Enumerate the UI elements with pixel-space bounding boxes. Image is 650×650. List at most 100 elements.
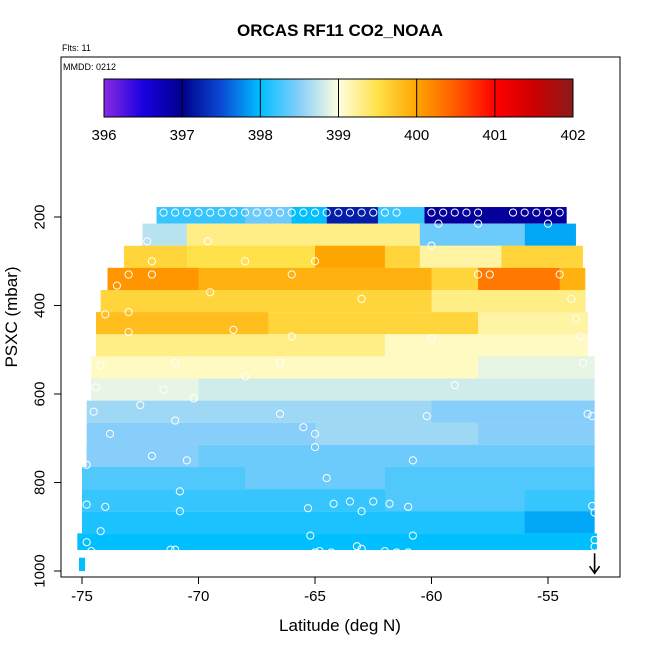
- sample-point: [171, 416, 180, 425]
- heatmap-layer: [86, 444, 595, 468]
- y-tick-label: 600: [32, 381, 49, 406]
- sample-point: [136, 400, 145, 410]
- sample-point: [101, 502, 110, 511]
- heatmap-cell: [419, 245, 502, 268]
- sample-point: [434, 219, 443, 228]
- sample-point: [101, 310, 110, 319]
- y-tick-label: 1000: [32, 554, 49, 587]
- heatmap-cell: [431, 290, 586, 313]
- sample-point: [532, 208, 541, 217]
- sample-point: [315, 546, 324, 556]
- heatmap-cell: [107, 267, 199, 291]
- sample-point: [82, 500, 91, 509]
- colorbar-tick-label: 396: [91, 127, 116, 144]
- sample-point: [229, 208, 238, 217]
- sample-point: [369, 497, 378, 506]
- sample-point: [96, 527, 105, 536]
- sample-point: [583, 409, 592, 419]
- sample-point: [404, 502, 413, 511]
- colorbar-tick-label: 399: [326, 127, 351, 144]
- heatmap-cell: [142, 223, 187, 246]
- sample-point: [474, 219, 483, 228]
- sample-point: [578, 358, 588, 368]
- colorbar-tick-label: 401: [482, 127, 507, 144]
- sample-point: [450, 381, 459, 390]
- sample-point: [380, 546, 389, 556]
- sample-point: [182, 456, 191, 465]
- heatmap-layer: [82, 511, 595, 534]
- sample-point: [275, 409, 285, 419]
- sample-point: [322, 208, 331, 217]
- surface-marker: [79, 557, 85, 571]
- sample-point: [322, 473, 331, 483]
- sample-point: [352, 542, 362, 551]
- heatmap-cell: [478, 267, 560, 291]
- heatmap-cell: [91, 378, 199, 401]
- sample-point: [299, 423, 308, 432]
- sample-point: [310, 208, 320, 217]
- sample-point: [96, 361, 105, 370]
- colorbar-ticks: 396 397 398 399 400 401 402: [91, 79, 586, 144]
- heatmap-cell: [291, 207, 327, 224]
- sample-point: [392, 548, 401, 557]
- heatmap-layer: [91, 356, 595, 379]
- sample-point: [171, 358, 180, 368]
- y-axis-label: PSXC (mbar): [2, 266, 21, 367]
- sample-point: [357, 544, 366, 553]
- heatmap-cell: [86, 444, 199, 468]
- colorbar-tick-label: 402: [560, 127, 585, 144]
- sample-point: [124, 270, 133, 279]
- heatmap-cell: [245, 467, 385, 490]
- sample-point: [555, 208, 564, 217]
- sample-point: [124, 308, 133, 317]
- heatmap-cell: [524, 223, 576, 246]
- sample-point: [310, 257, 320, 266]
- sample-point: [357, 208, 366, 217]
- sample-point: [287, 270, 296, 279]
- colorbar: 396 397 398 399 400 401 402: [91, 78, 586, 144]
- sample-point: [166, 545, 175, 554]
- heatmap-cell: [478, 312, 588, 335]
- sample-point: [369, 208, 378, 217]
- sample-point: [576, 332, 585, 341]
- sample-point: [571, 314, 581, 323]
- sample-points: [82, 208, 599, 559]
- sample-point: [275, 358, 285, 368]
- heatmap-cell: [424, 207, 567, 224]
- sample-point: [306, 531, 315, 540]
- colorbar-tick-label: 397: [170, 127, 195, 144]
- y-tick-label: 400: [32, 293, 49, 318]
- sample-point: [450, 208, 459, 217]
- sample-point: [175, 487, 184, 496]
- chart-title: ORCAS RF11 CO2_NOAA: [237, 21, 443, 40]
- sample-point: [543, 208, 553, 217]
- heatmap-cell: [315, 245, 385, 268]
- x-tick-label: -75: [71, 588, 93, 605]
- sample-point: [189, 394, 198, 403]
- sample-point: [357, 507, 366, 516]
- sample-point: [171, 545, 180, 554]
- sample-point: [105, 429, 115, 438]
- flights-annotation: Flts: 11: [62, 43, 91, 53]
- sample-point: [408, 531, 417, 540]
- sample-point: [299, 208, 308, 217]
- sample-point: [590, 508, 599, 517]
- x-tick-label: -55: [537, 588, 559, 605]
- sample-point: [485, 270, 494, 279]
- heatmap-layer: [77, 533, 597, 550]
- y-tick-label: 800: [32, 470, 49, 495]
- heatmap-cell: [419, 223, 525, 246]
- x-tick-label: -70: [188, 588, 210, 605]
- sample-point: [334, 208, 343, 217]
- sample-point: [357, 294, 366, 303]
- sample-point: [427, 241, 436, 250]
- x-tick-label: -60: [421, 588, 443, 605]
- sample-point: [508, 208, 518, 217]
- sample-point: [427, 208, 436, 217]
- sample-point: [310, 548, 320, 557]
- sample-point: [474, 270, 483, 279]
- heatmap-cell: [315, 422, 479, 445]
- sample-point: [520, 208, 529, 217]
- sample-point: [217, 208, 226, 217]
- sample-point: [345, 208, 355, 217]
